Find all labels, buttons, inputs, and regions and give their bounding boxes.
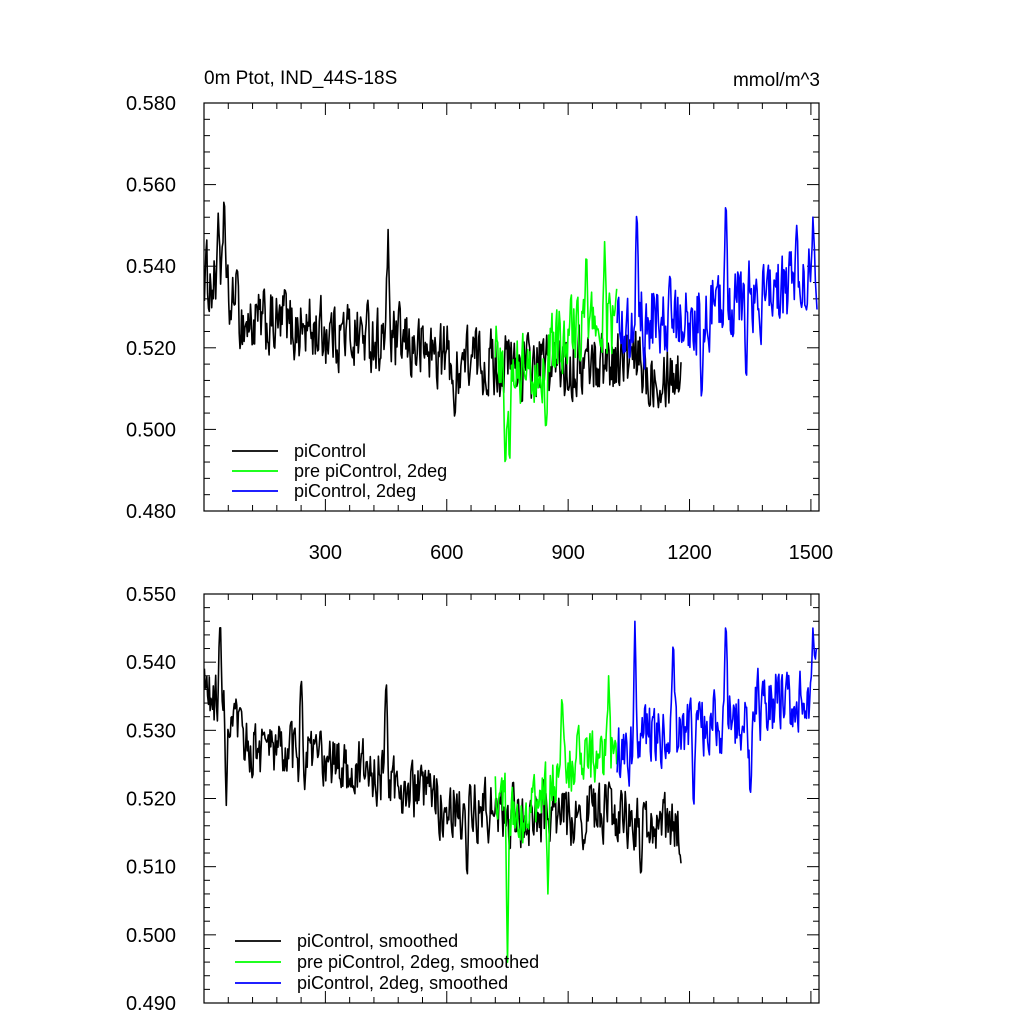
panel-bottom: 0.490 0.500 0.510 0.520 0.530 0.540 0.550 piCo…: [126, 584, 820, 1015]
panel-top-units: mmol/m^3: [733, 70, 820, 91]
panel-top-title: 0m Ptot, IND_44S-18S: [204, 68, 397, 89]
legend-label: pre piControl, 2deg, smoothed: [297, 952, 539, 972]
series-line-pre-picontrol-2deg-smoothed: [494, 675, 618, 963]
panel-bottom-ticks: [204, 593, 819, 1004]
series-line-pre-picontrol-2deg: [494, 240, 618, 463]
panel-top: 0m Ptot, IND_44S-18S mmol/m^3 0.480 0.500…: [126, 68, 833, 564]
panel-bottom-series: [203, 620, 818, 963]
y-tick-label: 0.560: [126, 175, 176, 197]
x-tick-label: 600: [430, 542, 463, 564]
y-tick-label: 0.540: [126, 652, 176, 674]
panel-top-series: [203, 201, 818, 463]
x-tick-label: 900: [551, 542, 584, 564]
y-tick-label: 0.520: [126, 338, 176, 360]
legend-label: piControl: [294, 441, 366, 461]
legend-label: piControl, 2deg, smoothed: [297, 973, 508, 993]
y-tick-label: 0.500: [126, 925, 176, 947]
y-tick-label: 0.510: [126, 857, 176, 879]
series-line-picontrol: [203, 201, 682, 417]
x-tick-label: 1500: [789, 542, 834, 564]
y-tick-label: 0.480: [126, 501, 176, 523]
x-tick-label: 1200: [667, 542, 712, 564]
panel-top-x-tick-labels: 300 600 900 1200 1500: [309, 542, 833, 564]
x-tick-label: 300: [309, 542, 342, 564]
legend-label: piControl, smoothed: [297, 931, 458, 951]
legend-label: pre piControl, 2deg: [294, 461, 447, 481]
y-tick-label: 0.580: [126, 93, 176, 115]
y-tick-label: 0.540: [126, 256, 176, 278]
series-line-picontrol-smoothed: [203, 627, 682, 875]
y-tick-label: 0.520: [126, 789, 176, 811]
series-line-picontrol-2deg-smoothed: [616, 620, 818, 805]
panel-bottom-y-tick-labels: 0.490 0.500 0.510 0.520 0.530 0.540 0.550: [126, 584, 176, 1015]
legend-label: piControl, 2deg: [294, 481, 416, 501]
panel-top-y-tick-labels: 0.480 0.500 0.520 0.540 0.560 0.580: [126, 93, 176, 523]
y-tick-label: 0.490: [126, 993, 176, 1015]
y-tick-label: 0.500: [126, 419, 176, 441]
panel-top-frame: [203, 102, 820, 512]
y-tick-label: 0.550: [126, 584, 176, 606]
series-line-picontrol-2deg: [616, 207, 818, 397]
y-tick-label: 0.530: [126, 720, 176, 742]
